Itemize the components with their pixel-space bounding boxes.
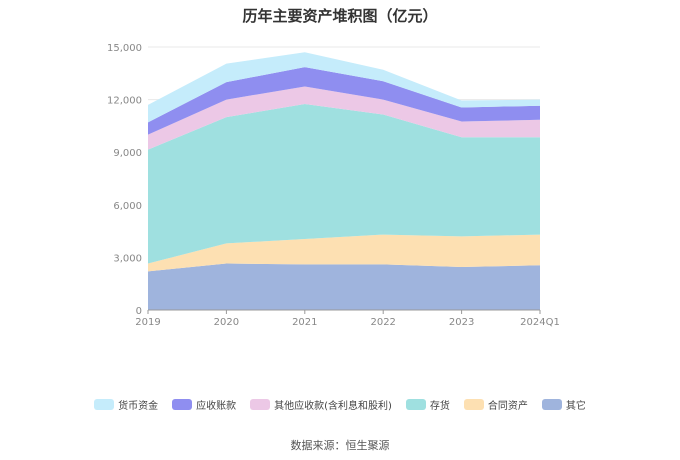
chart-legend: 货币资金 应收账款 其他应收款(含利息和股利) 存货 合同资产 其它: [0, 397, 680, 412]
legend-swatch: [250, 399, 271, 410]
y-tick-label: 9,000: [113, 148, 142, 159]
legend-item[interactable]: 其它: [541, 397, 586, 412]
x-tick-label: 2019: [135, 317, 160, 328]
area-series: [148, 86, 540, 150]
chart-title: 历年主要资产堆积图（亿元）: [242, 7, 438, 25]
y-tick-label: 12,000: [107, 96, 142, 107]
area-series: [148, 67, 540, 135]
y-tick-label: 3,000: [113, 253, 142, 264]
area-chart: 0 3,000 6,000 9,000 12,000 15,000 2019 2020 2021…: [107, 43, 560, 328]
y-tick-label: 0: [136, 306, 142, 317]
x-tick-label: 2021: [292, 317, 317, 328]
x-tick-label: 2023: [449, 317, 474, 328]
y-tick-label: 6,000: [113, 201, 142, 212]
area-series: [148, 52, 540, 123]
legend-swatch: [541, 399, 562, 410]
legend-label: 合同资产: [487, 401, 528, 412]
legend-item[interactable]: 存货: [405, 397, 450, 412]
x-tick-label: 2022: [370, 317, 395, 328]
legend-label: 其它: [565, 401, 586, 412]
legend-label: 存货: [429, 401, 450, 412]
legend-item[interactable]: 其他应收款(含利息和股利): [250, 397, 392, 412]
legend-item[interactable]: 应收账款: [172, 397, 236, 412]
legend-item[interactable]: 合同资产: [463, 397, 528, 412]
legend-swatch: [463, 399, 484, 410]
y-tick-label: 15,000: [107, 43, 142, 54]
legend-label: 应收账款: [196, 401, 237, 412]
x-tick-label: 2020: [214, 317, 239, 328]
legend-swatch: [405, 399, 426, 410]
data-source: 数据来源：恒生聚源: [290, 439, 390, 452]
area-series: [148, 263, 540, 310]
legend-swatch: [94, 399, 115, 410]
legend-label: 其他应收款(含利息和股利): [274, 401, 392, 412]
area-series: [148, 234, 540, 272]
legend-label: 货币资金: [118, 401, 159, 412]
area-series: [148, 103, 540, 264]
legend-item[interactable]: 货币资金: [94, 397, 158, 412]
x-tick-label: 2024Q1: [520, 317, 560, 328]
legend-swatch: [172, 399, 193, 410]
